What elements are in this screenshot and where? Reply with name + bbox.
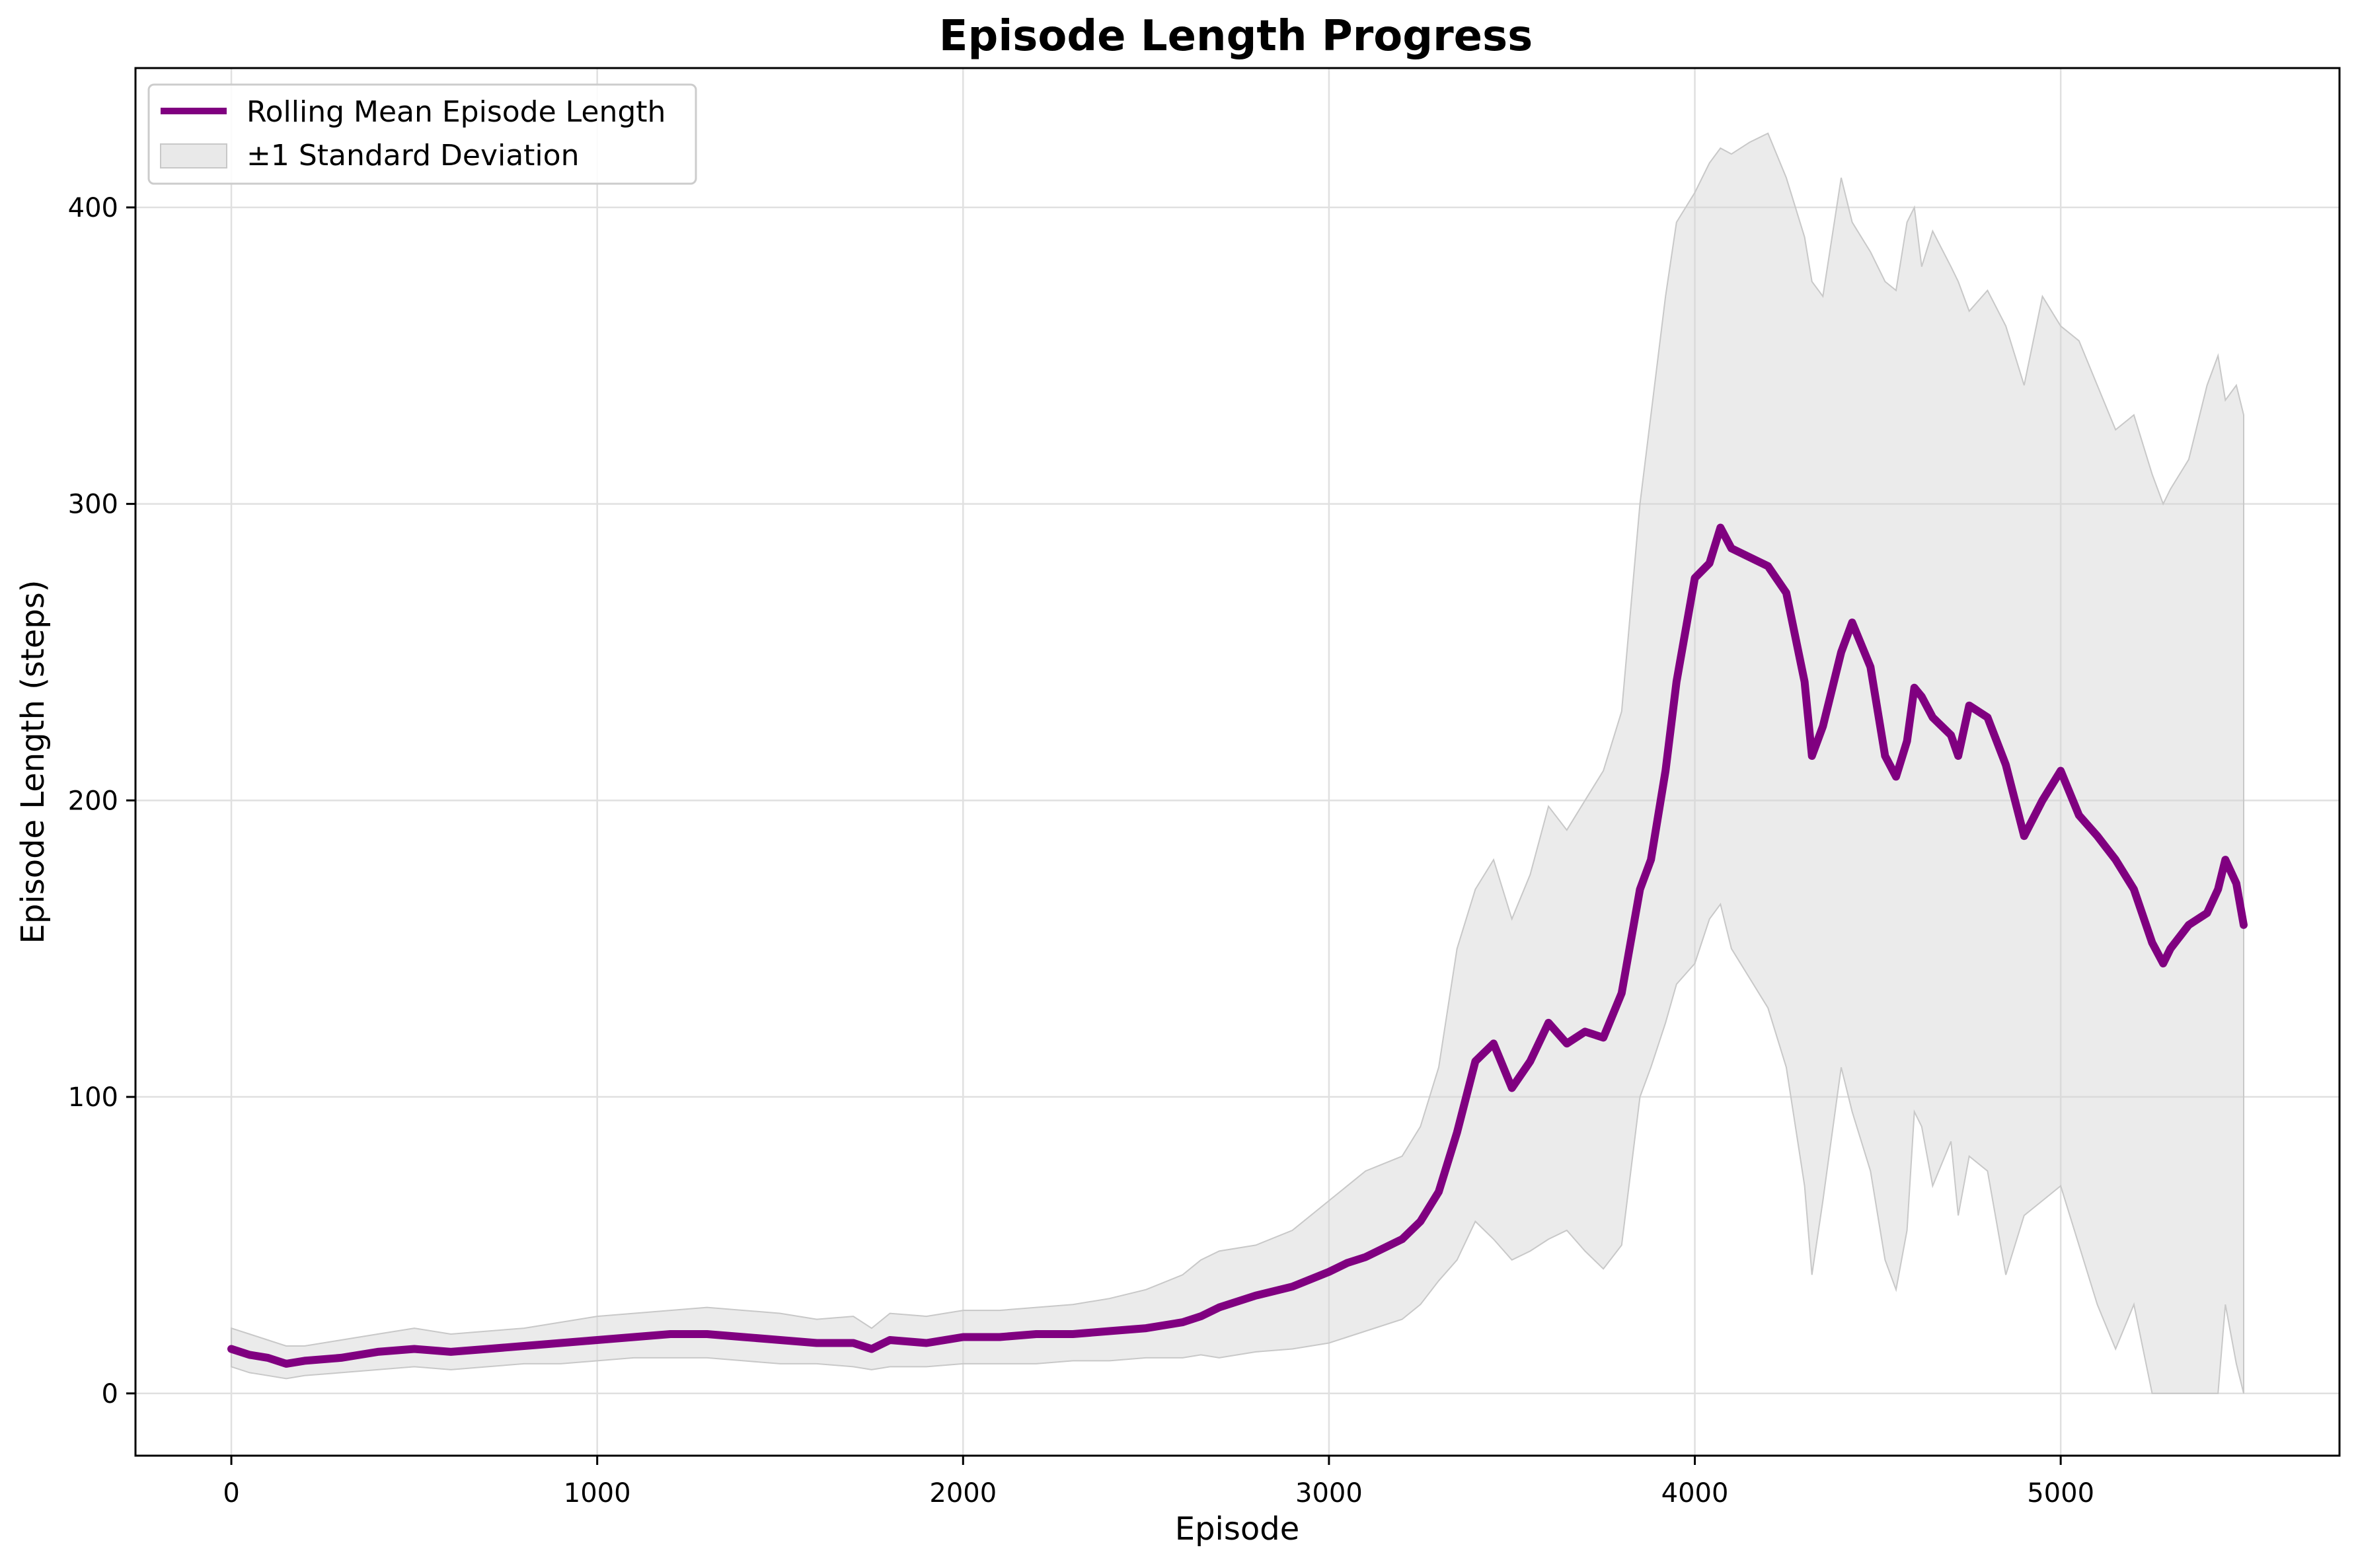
x-axis-ticks: 0 1000 2000 3000 4000 5000 — [223, 1456, 2094, 1509]
legend-band-swatch — [160, 143, 227, 168]
y-axis-ticks: 0 100 200 300 400 — [68, 193, 135, 1409]
legend-band-label: ±1 Standard Deviation — [247, 139, 579, 172]
y-axis-label: Episode Length (steps) — [15, 580, 52, 944]
std-dev-band-area — [231, 132, 2244, 1394]
rolling-mean-series — [227, 523, 2248, 1368]
grid-lines — [135, 68, 2339, 1456]
y-tick-label: 0 — [102, 1379, 118, 1409]
y-tick-label: 400 — [68, 193, 118, 223]
x-tick-label: 3000 — [1295, 1478, 1363, 1509]
legend: Rolling Mean Episode Length ±1 Standard … — [147, 83, 697, 185]
x-axis-label: Episode — [1175, 1511, 1300, 1548]
y-tick-label: 200 — [68, 786, 118, 816]
x-tick-label: 0 — [223, 1478, 239, 1509]
x-tick-label: 2000 — [929, 1478, 997, 1509]
y-tick-label: 300 — [68, 490, 118, 520]
std-dev-band — [231, 132, 2244, 1394]
legend-mean-label: Rolling Mean Episode Length — [247, 95, 666, 129]
rolling-mean-line — [227, 523, 2248, 1368]
legend-box — [147, 83, 697, 185]
chart-title: Episode Length Progress — [939, 12, 1533, 61]
x-tick-label: 5000 — [2027, 1478, 2094, 1509]
x-tick-label: 1000 — [564, 1478, 631, 1509]
x-tick-label: 4000 — [1661, 1478, 1729, 1509]
y-tick-label: 100 — [68, 1082, 118, 1113]
plot-frame — [134, 67, 2341, 1457]
